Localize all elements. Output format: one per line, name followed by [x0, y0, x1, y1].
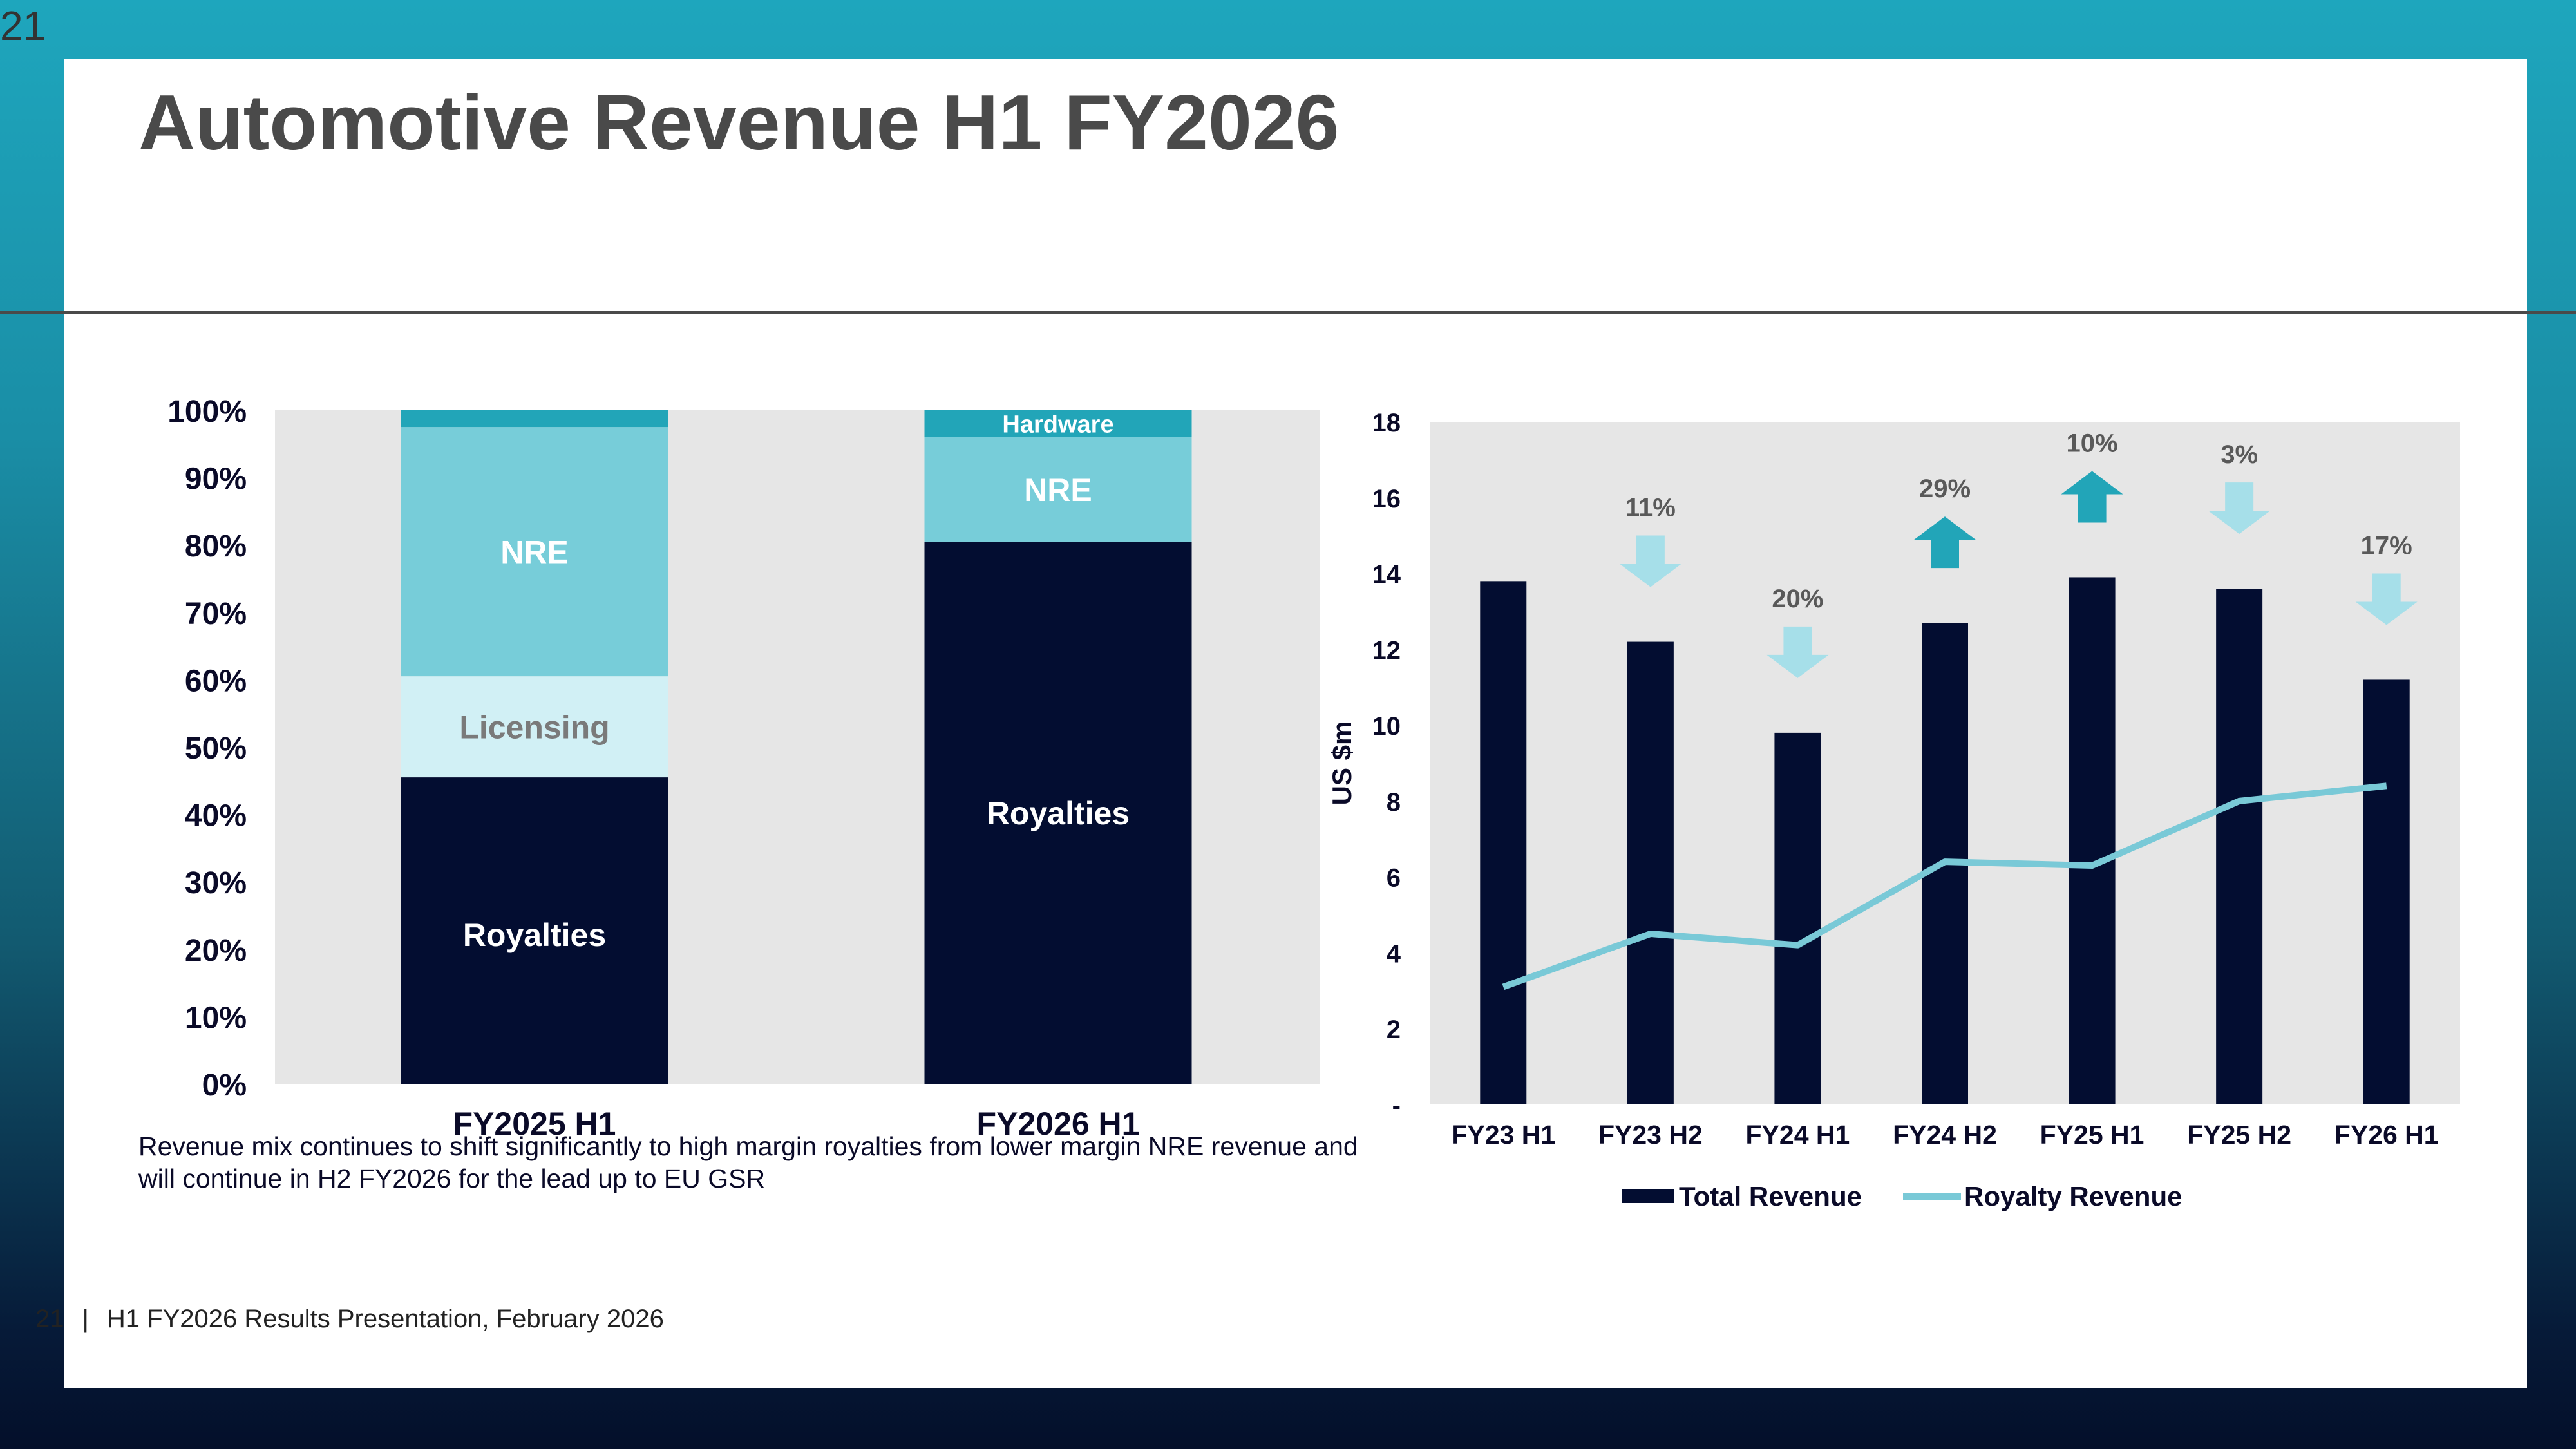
bar-segment-royalties	[401, 777, 668, 1084]
x-tick-label: FY2026 H1	[977, 1106, 1140, 1142]
change-label: 3%	[2221, 440, 2258, 469]
y-tick-label: 14	[1372, 561, 1401, 589]
bar-segment-hardware	[401, 410, 668, 428]
y-tick-label: 30%	[185, 866, 247, 900]
y-tick-label: 100%	[167, 395, 247, 429]
legend-label-total-revenue: Total Revenue	[1679, 1181, 1862, 1211]
change-label: 17%	[2361, 531, 2412, 560]
x-tick-label: FY25 H1	[2040, 1120, 2145, 1150]
y-tick-label: 4	[1387, 940, 1401, 968]
change-label: 20%	[1772, 585, 1823, 613]
y-tick-label: 12	[1372, 636, 1401, 665]
y-tick-label: 50%	[185, 732, 247, 766]
change-arrow-up-icon	[2061, 471, 2123, 523]
x-tick-label: FY26 H1	[2334, 1120, 2439, 1150]
legend-swatch-total-revenue	[1622, 1189, 1674, 1203]
change-label: 10%	[2067, 429, 2118, 457]
bar-total-revenue	[1627, 641, 1674, 1104]
legend-label-royalty-revenue: Royalty Revenue	[1964, 1181, 2182, 1211]
bar-segment-hardware	[924, 410, 1192, 437]
bar-segment-royalties	[924, 541, 1192, 1084]
x-tick-label: FY23 H1	[1451, 1120, 1555, 1150]
x-tick-label: FY23 H2	[1598, 1120, 1703, 1150]
bar-total-revenue	[1480, 581, 1527, 1104]
y-tick-label: 10	[1372, 712, 1401, 741]
bar-total-revenue	[2069, 577, 2116, 1104]
y-tick-label: 6	[1387, 864, 1401, 893]
segment-label: NRE	[1024, 472, 1092, 508]
bar-segment-nre	[401, 427, 668, 677]
bar-total-revenue	[2363, 679, 2410, 1104]
y-tick-label: 8	[1387, 788, 1401, 817]
change-arrow-down-icon	[1766, 626, 1829, 678]
change-arrow-down-icon	[2355, 573, 2418, 625]
y-tick-label: 10%	[185, 1001, 247, 1035]
x-tick-label: FY24 H2	[1893, 1120, 1997, 1150]
y-tick-label: 60%	[185, 664, 247, 698]
footer-text: H1 FY2026 Results Presentation, February…	[106, 1305, 664, 1333]
x-tick-label: FY2025 H1	[453, 1106, 616, 1142]
bar-total-revenue	[2216, 589, 2263, 1104]
title-divider	[0, 311, 2576, 314]
y-tick-label: 2	[1387, 1016, 1401, 1044]
x-tick-label: FY25 H2	[2187, 1120, 2291, 1150]
y-tick-label: 0%	[202, 1068, 247, 1103]
x-tick-label: FY24 H1	[1746, 1120, 1850, 1150]
change-arrow-down-icon	[2208, 482, 2271, 535]
line-royalty-revenue	[1502, 782, 2387, 990]
segment-label: Royalties	[987, 795, 1130, 831]
segment-label: Licensing	[459, 710, 609, 746]
y-tick-label: 70%	[185, 597, 247, 631]
y-axis-title: US $m	[1327, 721, 1357, 806]
y-tick-label: 16	[1372, 485, 1401, 513]
commentary-text: Revenue mix continues to shift significa…	[138, 1132, 1358, 1193]
y-tick-label: 80%	[185, 529, 247, 564]
change-label: 29%	[1919, 475, 1971, 503]
footer-page-number: 21	[35, 1305, 64, 1333]
bar-segment-licensing	[401, 676, 668, 778]
y-tick-label: -	[1392, 1092, 1401, 1120]
segment-label: Royalties	[463, 917, 606, 953]
y-tick-label: 20%	[185, 934, 247, 968]
page-title: Automotive Revenue H1 FY2026	[138, 79, 1340, 166]
y-tick-label: 18	[1372, 409, 1401, 437]
change-label: 11%	[1625, 494, 1676, 522]
bar-segment-nre	[924, 437, 1192, 542]
change-arrow-up-icon	[1914, 516, 1976, 569]
y-tick-label: 40%	[185, 799, 247, 833]
footer: 21 | H1 FY2026 Results Presentation, Febru…	[35, 1305, 664, 1334]
segment-label: NRE	[500, 535, 569, 571]
bar-total-revenue	[1774, 732, 1821, 1104]
slide-corner-number: 21	[0, 3, 46, 49]
y-tick-label: 90%	[185, 462, 247, 497]
change-arrow-down-icon	[1619, 535, 1681, 587]
footer-separator: |	[82, 1305, 89, 1333]
segment-label: Hardware	[1002, 412, 1113, 439]
